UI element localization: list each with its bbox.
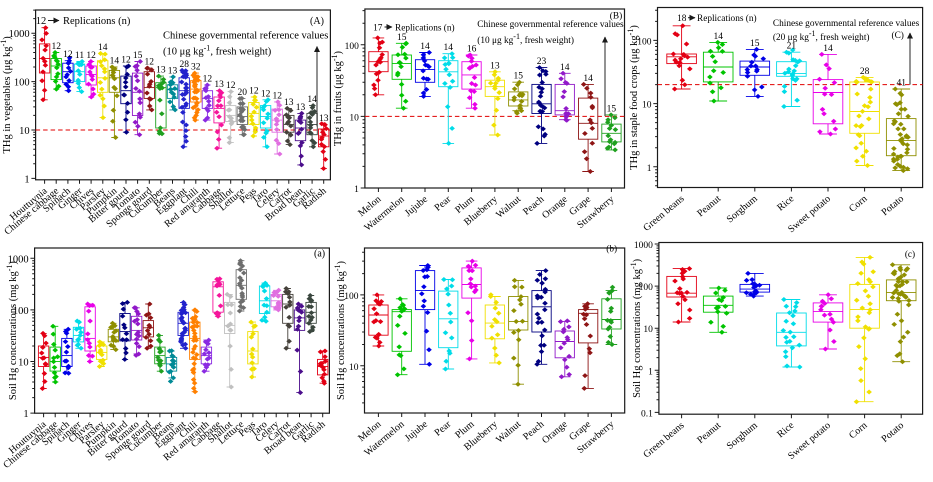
svg-text:13: 13 [214,80,224,90]
svg-text:100: 100 [14,78,30,89]
svg-text:(C): (C) [891,30,903,41]
svg-text:1000: 1000 [634,241,653,251]
svg-text:12: 12 [261,89,271,99]
svg-text:(b): (b) [606,244,617,255]
svg-text:14: 14 [307,95,317,105]
svg-text:1: 1 [647,164,652,174]
svg-text:10: 10 [349,113,359,123]
svg-text:14: 14 [560,63,570,73]
svg-text:Soil Hg concentrations (mg kg: Soil Hg concentrations (mg kg-1) [333,260,348,400]
svg-text:THg in staple food crops (μg k: THg in staple food crops (μg kg-1) [626,25,641,170]
svg-text:15: 15 [133,51,143,61]
svg-text:(10 μg kg-1, fresh weight): (10 μg kg-1, fresh weight) [163,43,272,58]
svg-text:Replications (n): Replications (n) [395,23,455,34]
svg-text:Chinese governmental reference: Chinese governmental reference values [163,31,328,42]
svg-text:1: 1 [24,174,29,185]
svg-text:THg in fruits (μg kg-1): THg in fruits (μg kg-1) [330,50,345,146]
svg-text:14: 14 [444,43,454,53]
svg-text:17: 17 [373,24,383,34]
svg-text:100: 100 [345,42,360,52]
svg-text:(c): (c) [905,249,915,260]
svg-text:15: 15 [607,104,617,114]
svg-text:13: 13 [490,61,500,71]
svg-text:Replications (n): Replications (n) [697,13,757,24]
svg-text:11: 11 [75,51,84,61]
svg-text:12: 12 [145,58,155,68]
svg-text:12: 12 [36,16,47,27]
svg-text:(A): (A) [310,16,324,27]
svg-text:12: 12 [249,87,259,97]
svg-text:12: 12 [272,91,282,101]
svg-text:Soil Hg concentrations (mg kg: Soil Hg concentrations (mg kg-1) [5,261,20,401]
svg-text:Chinese governmental reference: Chinese governmental reference values [773,18,920,29]
svg-text:10: 10 [349,363,359,373]
svg-text:14: 14 [823,44,833,54]
svg-text:15: 15 [397,33,407,43]
svg-text:0.1: 0.1 [641,409,653,419]
svg-text:(10 μg kg-1, fresh weight): (10 μg kg-1, fresh weight) [477,32,574,47]
svg-text:14: 14 [420,42,430,52]
svg-text:28: 28 [860,67,870,77]
svg-text:10: 10 [643,325,653,335]
svg-text:13: 13 [156,66,166,76]
svg-text:1: 1 [648,367,653,377]
svg-text:10: 10 [642,101,652,111]
svg-text:15: 15 [513,72,523,82]
svg-text:100: 100 [637,37,652,47]
svg-text:14: 14 [583,74,593,84]
svg-text:(B): (B) [610,11,622,22]
svg-text:1: 1 [354,185,359,195]
svg-text:Replications (n): Replications (n) [63,16,131,27]
svg-text:16: 16 [467,45,477,55]
svg-text:12: 12 [226,81,236,91]
svg-text:14: 14 [98,43,108,53]
svg-text:13: 13 [284,98,294,108]
svg-text:Soil Hg concentrations (mg kg: Soil Hg concentrations (mg kg-1) [629,258,644,398]
svg-text:18: 18 [677,14,687,24]
svg-text:12: 12 [63,50,73,60]
svg-text:10: 10 [18,358,29,369]
svg-text:100: 100 [344,292,359,302]
svg-text:THg in vegetables (μg kg-1): THg in vegetables (μg kg-1) [0,36,13,154]
svg-text:13: 13 [319,114,329,124]
svg-text:32: 32 [191,63,201,73]
svg-text:23: 23 [537,57,547,67]
svg-text:(20 μg kg-1, fresh weight): (20 μg kg-1, fresh weight) [773,28,870,43]
svg-text:1000: 1000 [9,29,30,40]
svg-text:13: 13 [168,66,178,76]
svg-text:100: 100 [639,283,654,293]
svg-text:12: 12 [121,56,131,66]
svg-text:20: 20 [238,88,248,98]
svg-text:1000: 1000 [8,254,29,265]
svg-text:12: 12 [51,42,61,52]
svg-text:Chinese governmental reference: Chinese governmental reference values [477,19,624,30]
svg-text:10: 10 [19,126,30,137]
svg-text:13: 13 [296,103,306,113]
svg-text:14: 14 [713,32,723,42]
svg-text:21: 21 [787,42,797,52]
svg-text:41: 41 [896,79,906,89]
svg-text:14: 14 [110,57,120,67]
svg-text:100: 100 [13,306,29,317]
svg-text:12: 12 [86,51,96,61]
svg-text:15: 15 [750,39,760,49]
svg-text:(a): (a) [314,249,325,260]
svg-text:28: 28 [179,60,189,70]
svg-text:12: 12 [203,75,213,85]
svg-text:1: 1 [23,409,28,420]
